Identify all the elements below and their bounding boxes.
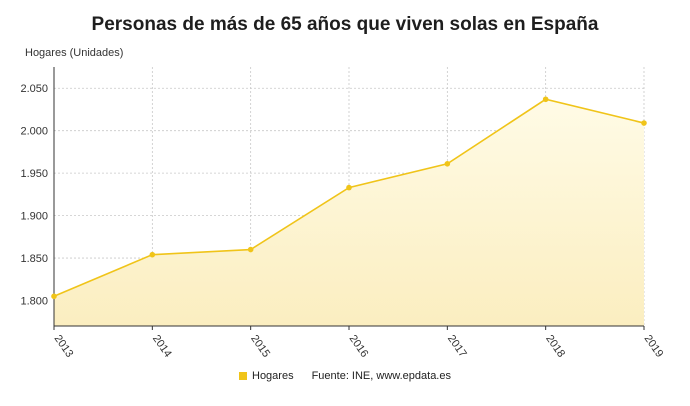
chart-legend: Hogares Fuente: INE, www.epdata.es: [0, 370, 690, 382]
x-tick-label: 2014: [150, 333, 174, 360]
y-tick-label: 1.950: [20, 168, 48, 180]
data-point: [444, 161, 451, 167]
data-point: [346, 184, 352, 191]
x-tick-label: 2013: [52, 333, 76, 360]
x-tick-label: 2019: [642, 333, 666, 360]
x-tick-label: 2018: [543, 333, 567, 360]
data-point: [51, 293, 57, 300]
legend-swatch: [239, 372, 247, 381]
y-tick-label: 2.000: [20, 126, 48, 138]
data-point: [641, 120, 647, 126]
y-axis-label: Hogares (Unidades): [25, 47, 124, 59]
y-tick-label: 1.800: [20, 296, 48, 308]
y-tick-label: 1.900: [20, 211, 48, 223]
legend-label: Hogares: [252, 370, 294, 383]
chart-title: Personas de más de 65 años que viven sol…: [91, 14, 599, 35]
series-area: [54, 99, 644, 326]
y-tick-label: 1.850: [20, 253, 48, 265]
y-tick-label: 2.050: [20, 83, 48, 95]
data-point: [149, 251, 156, 258]
x-tick-label: 2017: [445, 333, 469, 360]
x-tick-label: 2015: [248, 333, 272, 360]
data-point: [542, 96, 549, 103]
data-point: [247, 246, 254, 253]
x-tick-label: 2016: [347, 333, 371, 360]
source-text: Fuente: INE, www.epdata.es: [311, 370, 451, 383]
